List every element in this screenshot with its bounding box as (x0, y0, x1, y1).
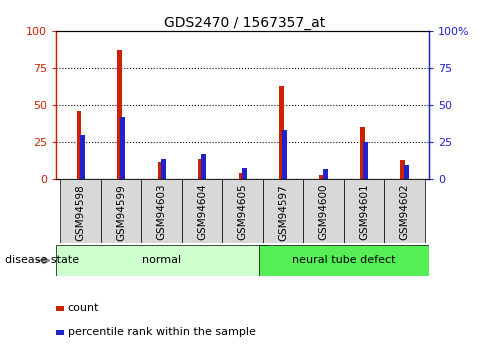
Text: GSM94598: GSM94598 (75, 184, 86, 240)
Bar (161, 159, 166, 179)
Bar (323, 169, 327, 179)
Bar (344, 179, 384, 243)
Text: GDS2470 / 1567357_at: GDS2470 / 1567357_at (164, 16, 326, 30)
Bar (242, 168, 246, 179)
Text: percentile rank within the sample: percentile rank within the sample (68, 327, 255, 337)
Text: GSM94597: GSM94597 (278, 184, 288, 240)
Text: GSM94602: GSM94602 (399, 184, 410, 240)
Text: neural tube defect: neural tube defect (292, 256, 395, 265)
Bar (239, 174, 244, 179)
Text: disease state: disease state (5, 256, 79, 265)
Text: GSM94605: GSM94605 (238, 184, 247, 240)
Bar (201, 154, 206, 179)
Bar (400, 160, 405, 179)
Bar (60, 179, 101, 243)
Bar (384, 179, 425, 243)
Text: normal: normal (142, 256, 181, 265)
Bar (259, 245, 429, 276)
Bar (80, 135, 85, 179)
Bar (182, 179, 222, 243)
Bar (404, 165, 409, 179)
Bar (121, 117, 125, 179)
Text: GSM94604: GSM94604 (197, 184, 207, 240)
Text: GSM94603: GSM94603 (157, 184, 167, 240)
Bar (303, 179, 344, 243)
Bar (282, 130, 287, 179)
Bar (56, 245, 267, 276)
Bar (198, 159, 203, 179)
Bar (158, 161, 162, 179)
Bar (117, 50, 122, 179)
Text: GSM94599: GSM94599 (116, 184, 126, 240)
Bar (222, 179, 263, 243)
Bar (141, 179, 182, 243)
Bar (101, 179, 141, 243)
Text: GSM94601: GSM94601 (359, 184, 369, 240)
Text: GSM94600: GSM94600 (318, 184, 328, 240)
Bar (319, 175, 324, 179)
Bar (263, 179, 303, 243)
Text: count: count (68, 303, 99, 313)
Bar (363, 142, 368, 179)
Bar (360, 128, 365, 179)
Bar (279, 86, 284, 179)
Bar (76, 111, 81, 179)
